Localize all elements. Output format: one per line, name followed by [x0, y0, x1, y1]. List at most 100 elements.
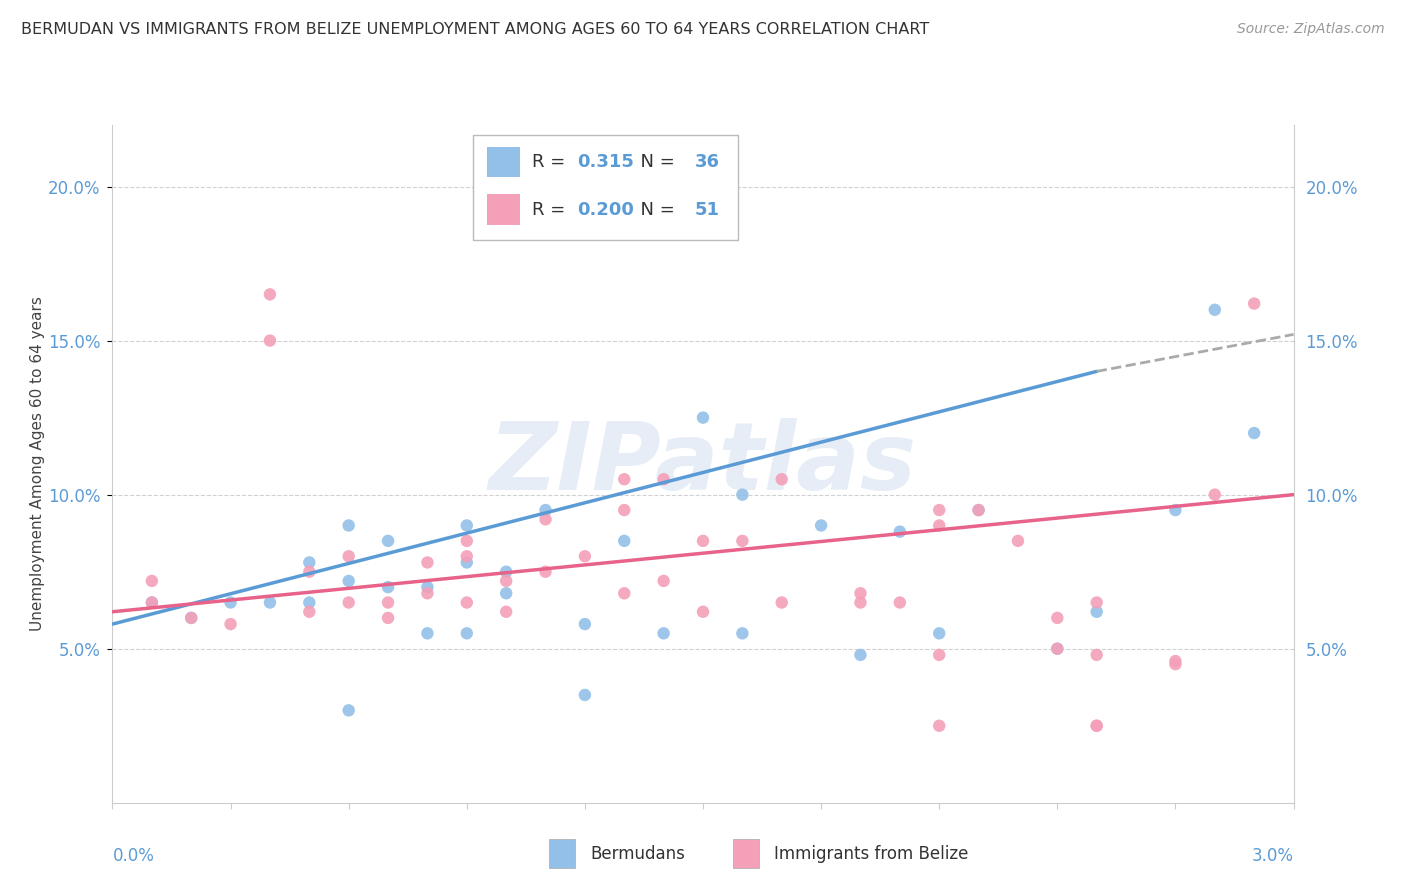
Text: N =: N =	[628, 201, 681, 219]
Point	[219, 595, 242, 609]
Text: Source: ZipAtlas.com: Source: ZipAtlas.com	[1237, 22, 1385, 37]
Point	[337, 574, 360, 588]
Point	[849, 595, 872, 609]
Point	[613, 533, 636, 548]
Point	[456, 549, 478, 564]
Point	[141, 595, 163, 609]
Point	[456, 556, 478, 570]
Point	[377, 580, 399, 594]
Point	[928, 503, 950, 517]
Point	[1046, 611, 1069, 625]
Point	[574, 688, 596, 702]
Point	[534, 503, 557, 517]
Point	[180, 611, 202, 625]
Point	[770, 595, 793, 609]
Text: R =: R =	[531, 201, 571, 219]
Point	[928, 648, 950, 662]
Point	[692, 533, 714, 548]
Point	[928, 719, 950, 733]
Point	[1164, 503, 1187, 517]
Point	[141, 595, 163, 609]
Point	[1164, 657, 1187, 672]
Point	[731, 626, 754, 640]
Point	[141, 574, 163, 588]
Point	[652, 472, 675, 486]
Text: 36: 36	[695, 153, 720, 171]
Text: 0.315: 0.315	[576, 153, 634, 171]
Text: Immigrants from Belize: Immigrants from Belize	[773, 845, 969, 863]
Point	[456, 518, 478, 533]
Point	[1085, 648, 1108, 662]
Point	[928, 626, 950, 640]
Point	[613, 472, 636, 486]
Point	[810, 518, 832, 533]
Point	[416, 586, 439, 600]
Point	[1204, 302, 1226, 317]
Text: 3.0%: 3.0%	[1251, 847, 1294, 865]
Point	[219, 617, 242, 632]
Text: 51: 51	[695, 201, 720, 219]
Point	[1243, 425, 1265, 440]
Point	[495, 586, 517, 600]
Point	[298, 595, 321, 609]
Point	[1085, 605, 1108, 619]
Point	[574, 549, 596, 564]
Text: Bermudans: Bermudans	[591, 845, 686, 863]
Point	[770, 472, 793, 486]
Point	[849, 586, 872, 600]
Point	[731, 488, 754, 502]
Point	[259, 287, 281, 301]
Point	[298, 605, 321, 619]
Point	[1204, 488, 1226, 502]
Point	[180, 611, 202, 625]
Point	[692, 410, 714, 425]
Point	[377, 533, 399, 548]
FancyBboxPatch shape	[472, 135, 738, 240]
Text: R =: R =	[531, 153, 571, 171]
Point	[495, 574, 517, 588]
Point	[495, 565, 517, 579]
Point	[1085, 719, 1108, 733]
Point	[337, 549, 360, 564]
Text: N =: N =	[628, 153, 681, 171]
Point	[456, 595, 478, 609]
Point	[1046, 641, 1069, 656]
Point	[1243, 296, 1265, 310]
Point	[337, 703, 360, 717]
Point	[534, 565, 557, 579]
Point	[298, 556, 321, 570]
Point	[456, 626, 478, 640]
Bar	[486, 194, 520, 225]
Text: ZIPatlas: ZIPatlas	[489, 417, 917, 510]
Y-axis label: Unemployment Among Ages 60 to 64 years: Unemployment Among Ages 60 to 64 years	[30, 296, 45, 632]
Point	[495, 605, 517, 619]
Point	[337, 595, 360, 609]
Point	[692, 605, 714, 619]
Bar	[486, 147, 520, 178]
Point	[416, 556, 439, 570]
Point	[259, 595, 281, 609]
Text: BERMUDAN VS IMMIGRANTS FROM BELIZE UNEMPLOYMENT AMONG AGES 60 TO 64 YEARS CORREL: BERMUDAN VS IMMIGRANTS FROM BELIZE UNEMP…	[21, 22, 929, 37]
Point	[967, 503, 990, 517]
Point	[456, 533, 478, 548]
Point	[849, 648, 872, 662]
Text: 0.0%: 0.0%	[112, 847, 155, 865]
Point	[298, 565, 321, 579]
Bar	[733, 839, 758, 868]
Point	[377, 595, 399, 609]
Point	[574, 617, 596, 632]
Point	[652, 626, 675, 640]
Point	[259, 334, 281, 348]
Point	[337, 518, 360, 533]
Point	[967, 503, 990, 517]
Point	[1085, 595, 1108, 609]
Point	[652, 574, 675, 588]
Point	[613, 586, 636, 600]
Bar	[550, 839, 575, 868]
Point	[1046, 641, 1069, 656]
Point	[889, 595, 911, 609]
Point	[416, 626, 439, 640]
Point	[928, 518, 950, 533]
Point	[731, 533, 754, 548]
Point	[377, 611, 399, 625]
